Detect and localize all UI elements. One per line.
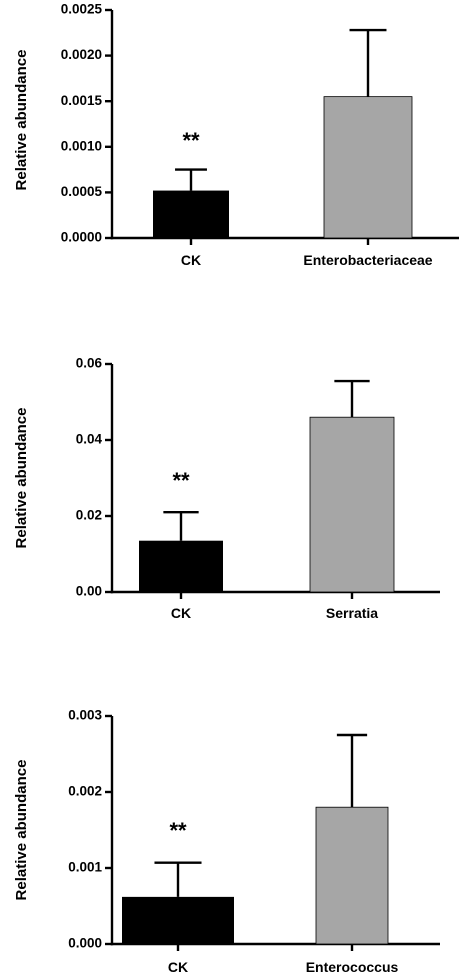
y-axis-label: Relative abundance — [13, 760, 30, 901]
y-tick-label: 0.04 — [76, 432, 103, 447]
category-label: Enterococcus — [306, 959, 399, 975]
chart-panel-1: Relative abundance 0.0000 0.0005 0.0010 0.00… — [13, 2, 459, 268]
category-label: CK — [168, 959, 188, 975]
y-axis-label: Relative abundance — [13, 50, 30, 191]
chart-panel-2: Relative abundance 0.00 0.02 0.04 0.06 CK Serr… — [13, 356, 440, 621]
bar-ck — [139, 540, 223, 592]
y-tick-label: 0.000 — [68, 936, 102, 951]
y-tick-label: 0.003 — [68, 708, 102, 723]
bar-ck — [153, 190, 229, 238]
category-label: Serratia — [326, 605, 378, 621]
significance-marker: ** — [169, 818, 187, 843]
significance-marker: ** — [182, 128, 200, 153]
y-tick-label: 0.002 — [68, 784, 102, 799]
category-label: CK — [181, 252, 201, 268]
y-axis-label: Relative abundance — [13, 408, 30, 549]
y-tick-label: 0.0025 — [61, 2, 103, 17]
bar-enterobacteriaceae — [323, 96, 413, 239]
significance-marker: ** — [172, 468, 190, 493]
y-tick-label: 0.001 — [68, 860, 102, 875]
y-tick-label: 0.06 — [76, 356, 103, 371]
bar-serratia — [309, 416, 395, 593]
bar-ck — [122, 896, 234, 944]
y-tick-label: 0.0015 — [61, 93, 103, 108]
category-label: CK — [171, 605, 191, 621]
category-label: Enterobacteriaceae — [303, 252, 432, 268]
y-tick-label: 0.0020 — [61, 47, 102, 62]
y-tick-label: 0.02 — [76, 508, 102, 523]
chart-panel-3: Relative abundance 0.000 0.001 0.002 0.003 CK… — [13, 708, 440, 975]
y-tick-label: 0.0000 — [61, 230, 102, 245]
y-tick-label: 0.0005 — [61, 184, 103, 199]
y-tick-label: 0.0010 — [61, 138, 102, 153]
bar-enterococcus — [315, 806, 389, 945]
y-tick-label: 0.00 — [76, 584, 102, 599]
